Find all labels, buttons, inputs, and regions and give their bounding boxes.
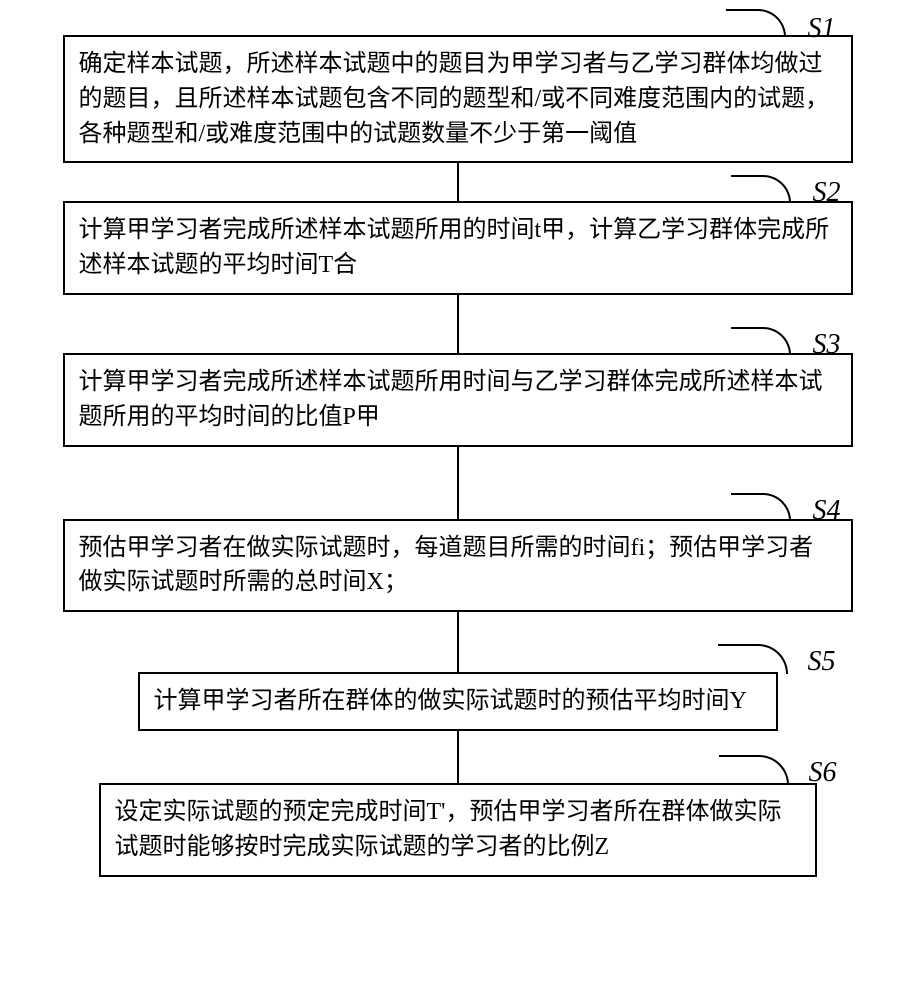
step-label-s3: S3 (813, 325, 841, 366)
step-label-s5: S5 (808, 642, 836, 683)
step-text: 计算甲学习者所在群体的做实际试题时的预估平均时间Y (154, 688, 747, 714)
step-label-s6: S6 (809, 753, 837, 794)
connector (457, 447, 459, 519)
connector (457, 731, 459, 783)
step-label-s4: S4 (813, 491, 841, 532)
step-box-s2: 计算甲学习者完成所述样本试题所用的时间t甲，计算乙学习群体完成所述样本试题的平均… (63, 201, 853, 295)
step-text: 设定实际试题的预定完成时间T'，预估甲学习者所在群体做实际试题时能够按时完成实际… (115, 799, 782, 860)
connector (457, 295, 459, 353)
step-label-s1: S1 (808, 9, 836, 50)
flowchart-container: 确定样本试题，所述样本试题中的题目为甲学习者与乙学习群体均做过的题目，且所述样本… (55, 35, 860, 877)
step-text: 确定样本试题，所述样本试题中的题目为甲学习者与乙学习群体均做过的题目，且所述样本… (79, 51, 830, 147)
curve-connector (726, 9, 786, 37)
step-text: 计算甲学习者完成所述样本试题所用的时间t甲，计算乙学习群体完成所述样本试题的平均… (79, 217, 830, 278)
connector (457, 612, 459, 672)
step-box-s3: 计算甲学习者完成所述样本试题所用时间与乙学习群体完成所述样本试题所用的平均时间的… (63, 353, 853, 447)
step-box-s5: 计算甲学习者所在群体的做实际试题时的预估平均时间YS5 (138, 672, 778, 731)
step-text: 计算甲学习者完成所述样本试题所用时间与乙学习群体完成所述样本试题所用的平均时间的… (79, 369, 823, 430)
step-text: 预估甲学习者在做实际试题时，每道题目所需的时间fi；预估甲学习者做实际试题时所需… (79, 535, 814, 596)
connector (457, 163, 459, 201)
step-label-s2: S2 (813, 173, 841, 214)
step-wrap-s6: 设定实际试题的预定完成时间T'，预估甲学习者所在群体做实际试题时能够按时完成实际… (55, 783, 860, 877)
step-box-s6: 设定实际试题的预定完成时间T'，预估甲学习者所在群体做实际试题时能够按时完成实际… (99, 783, 817, 877)
step-box-s4: 预估甲学习者在做实际试题时，每道题目所需的时间fi；预估甲学习者做实际试题时所需… (63, 519, 853, 613)
step-box-s1: 确定样本试题，所述样本试题中的题目为甲学习者与乙学习群体均做过的题目，且所述样本… (63, 35, 853, 163)
